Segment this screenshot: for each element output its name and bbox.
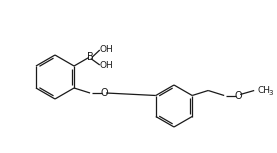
Text: 3: 3 [268,90,273,95]
Text: OH: OH [100,45,114,54]
Text: O: O [100,88,108,98]
Text: O: O [234,91,242,101]
Text: CH: CH [258,86,271,95]
Text: B: B [88,52,94,62]
Text: OH: OH [100,60,114,69]
